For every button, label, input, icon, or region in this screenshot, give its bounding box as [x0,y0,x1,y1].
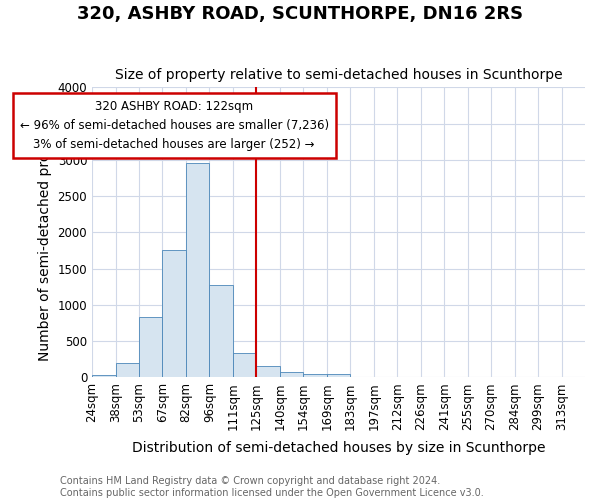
Bar [139,317,163,378]
Bar [256,366,280,378]
Bar [163,250,186,378]
Bar [92,375,116,378]
Bar [304,374,327,378]
Bar [280,372,304,378]
Y-axis label: Number of semi-detached properties: Number of semi-detached properties [38,104,52,360]
Bar [233,354,256,378]
Text: Contains HM Land Registry data © Crown copyright and database right 2024.
Contai: Contains HM Land Registry data © Crown c… [60,476,484,498]
Bar [327,374,350,378]
Bar [186,163,209,378]
Bar [116,363,139,378]
X-axis label: Distribution of semi-detached houses by size in Scunthorpe: Distribution of semi-detached houses by … [132,441,545,455]
Title: Size of property relative to semi-detached houses in Scunthorpe: Size of property relative to semi-detach… [115,68,562,82]
Bar [209,286,233,378]
Text: 320, ASHBY ROAD, SCUNTHORPE, DN16 2RS: 320, ASHBY ROAD, SCUNTHORPE, DN16 2RS [77,5,523,23]
Text: 320 ASHBY ROAD: 122sqm
← 96% of semi-detached houses are smaller (7,236)
3% of s: 320 ASHBY ROAD: 122sqm ← 96% of semi-det… [20,100,329,152]
